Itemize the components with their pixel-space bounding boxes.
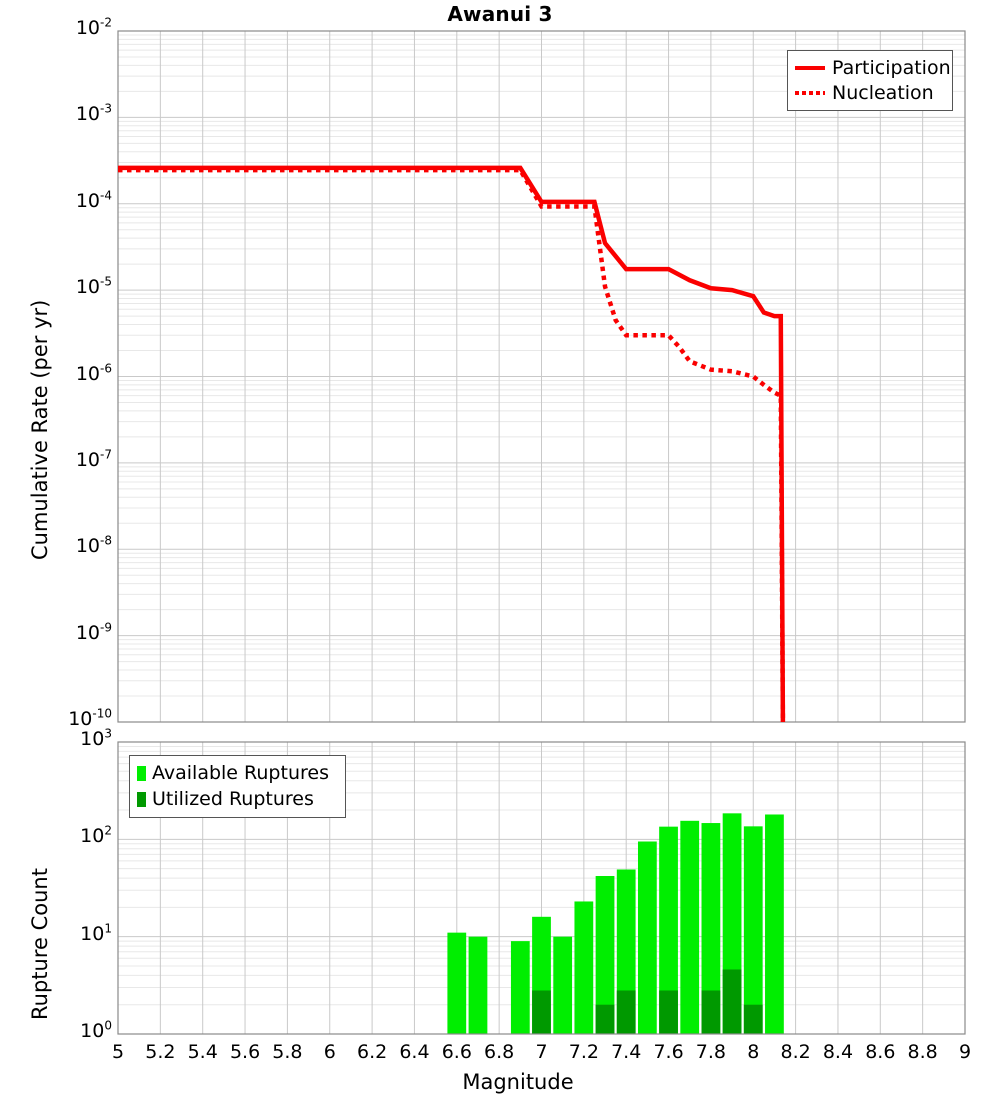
- bar-available: [553, 936, 573, 1034]
- legend-item-utilized: Utilized Ruptures: [137, 786, 337, 812]
- bar-utilized: [532, 990, 551, 1034]
- xtick-9: 9: [958, 1041, 972, 1063]
- legend-label-nucleation: Nucleation: [832, 81, 934, 104]
- utilized-ruptures-bars: [532, 969, 763, 1034]
- bottom-panel-legend: Available Ruptures Utilized Ruptures: [129, 755, 346, 818]
- x-axis-label: Magnitude: [462, 1070, 574, 1094]
- bottom-ytick-1: 101: [80, 921, 112, 945]
- top-ytick--9: 10-9: [75, 620, 112, 644]
- top-ytick--5: 10-5: [75, 274, 112, 299]
- xtick-8: 8: [747, 1041, 760, 1063]
- legend-item-available: Available Ruptures: [137, 760, 337, 786]
- bar-utilized: [722, 969, 742, 1034]
- top-ytick--8: 10-8: [75, 533, 112, 558]
- xtick-7: 7: [535, 1041, 548, 1063]
- legend-item-nucleation: Nucleation: [795, 80, 944, 105]
- bar-available: [468, 936, 488, 1034]
- xtick-7.6: 7.6: [653, 1041, 684, 1063]
- bottom-ytick-0: 100: [80, 1018, 112, 1042]
- top-ytick--3: 10-3: [75, 102, 112, 126]
- bar-available: [510, 941, 530, 1034]
- xtick-6.2: 6.2: [356, 1041, 388, 1063]
- top-ytick--4: 10-4: [75, 188, 112, 212]
- xtick-6.8: 6.8: [484, 1041, 515, 1063]
- bar-available: [595, 876, 615, 1034]
- legend-label-utilized: Utilized Ruptures: [152, 788, 314, 810]
- xtick-5.8: 5.8: [272, 1041, 303, 1063]
- bar-utilized: [743, 1004, 763, 1034]
- solid-line-icon: [795, 65, 825, 70]
- xtick-7.4: 7.4: [611, 1041, 642, 1063]
- xtick-6: 6: [323, 1041, 336, 1063]
- legend-item-participation: Participation: [795, 55, 951, 80]
- top-panel-frame: [117, 30, 966, 723]
- xtick-5: 5: [111, 1041, 125, 1063]
- bar-available: [701, 823, 721, 1034]
- bar-available: [765, 814, 784, 1034]
- legend-label-participation: Participation: [832, 56, 951, 79]
- xtick-7.8: 7.8: [695, 1041, 726, 1063]
- bottom-panel-frame: [117, 741, 966, 1035]
- bottom-ytick-3: 103: [80, 726, 112, 750]
- bar-utilized: [595, 1004, 615, 1034]
- xtick-5.6: 5.6: [229, 1041, 261, 1063]
- dotted-line-icon: [795, 90, 825, 95]
- xtick-5.2: 5.2: [145, 1041, 176, 1063]
- bottom-ytick-2: 102: [80, 824, 112, 848]
- bar-utilized: [616, 990, 636, 1034]
- xtick-5.4: 5.4: [187, 1041, 218, 1063]
- top-ytick--6: 10-6: [75, 361, 112, 385]
- bar-utilized: [659, 990, 678, 1034]
- top-panel-x-gridlines: [159, 31, 924, 722]
- bar-available: [659, 826, 678, 1034]
- participation-curve: [118, 165, 786, 722]
- xtick-8.2: 8.2: [780, 1041, 811, 1063]
- bar-available: [637, 841, 657, 1034]
- top-ytick--10: 10-10: [68, 706, 112, 730]
- xtick-8.6: 8.6: [865, 1041, 896, 1063]
- page-title: Awanui 3: [447, 2, 553, 26]
- bar-available: [447, 932, 467, 1034]
- xtick-8.4: 8.4: [822, 1041, 854, 1063]
- nucleation-curve: [118, 167, 786, 722]
- xtick-6.4: 6.4: [399, 1041, 430, 1063]
- top-ytick--2: 10-2: [75, 15, 112, 39]
- utilized-swatch-icon: [137, 791, 146, 807]
- bar-available: [574, 901, 594, 1034]
- top-ytick--7: 10-7: [75, 447, 112, 471]
- bar-available: [680, 820, 700, 1034]
- xtick-6.6: 6.6: [441, 1041, 472, 1063]
- available-swatch-icon: [137, 765, 146, 781]
- legend-label-available: Available Ruptures: [152, 762, 329, 784]
- bar-available: [743, 826, 763, 1034]
- xtick-8.8: 8.8: [907, 1041, 938, 1063]
- bar-utilized: [701, 990, 721, 1034]
- top-panel-legend: Participation Nucleation: [787, 50, 953, 111]
- xtick-7.2: 7.2: [568, 1041, 599, 1063]
